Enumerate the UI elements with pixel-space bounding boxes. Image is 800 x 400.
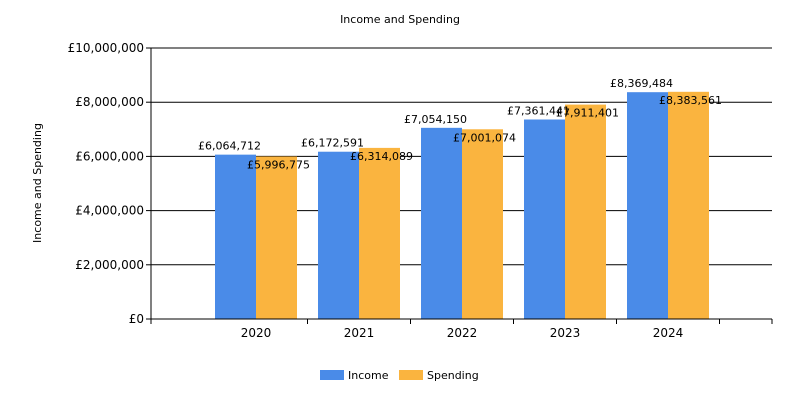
bar-spending-2022 (462, 129, 503, 319)
data-label: £6,064,712 (198, 140, 261, 153)
x-tick-label: 2023 (550, 326, 581, 340)
data-label: £6,314,089 (350, 150, 413, 163)
y-tick-label: £4,000,000 (75, 204, 144, 218)
x-tick-label: 2022 (447, 326, 478, 340)
x-tick-label: 2024 (653, 326, 684, 340)
x-tick-label: 2020 (241, 326, 272, 340)
legend-swatch-spending (399, 370, 423, 380)
data-label: £7,911,401 (556, 107, 619, 120)
bar-income-2024 (627, 92, 668, 319)
bar-spending-2021 (359, 147, 400, 319)
y-tick-label: £2,000,000 (75, 258, 144, 272)
data-label: £8,369,484 (610, 77, 673, 90)
bar-income-2023 (524, 119, 565, 320)
data-label: £7,361,441 (507, 105, 570, 118)
legend-label-spending: Spending (427, 369, 479, 382)
y-tick-label: £8,000,000 (75, 95, 144, 109)
x-tick-label: 2021 (344, 326, 375, 340)
bar-spending-2023 (565, 104, 606, 319)
legend: Income Spending (320, 369, 479, 382)
bar-spending-2024 (668, 91, 709, 319)
data-label: £7,054,150 (404, 113, 467, 126)
bar-income-2021 (318, 151, 359, 319)
y-axis-title: Income and Spending (31, 123, 44, 243)
y-tick-label: £6,000,000 (75, 149, 144, 163)
axes: £0 £2,000,000 £4,000,000 £6,000,000 £8,000,0… (68, 41, 773, 340)
data-label: £5,996,775 (247, 158, 310, 171)
bar-income-2022 (421, 127, 462, 319)
data-label: £8,383,561 (659, 94, 722, 107)
legend-swatch-income (320, 370, 344, 380)
data-labels: £6,064,712 £5,996,775 £6,172,591£6,314,089… (198, 77, 722, 171)
y-tick-label: £10,000,000 (68, 41, 144, 55)
bar-spending-2020 (256, 156, 297, 319)
chart-title: Income and Spending (340, 13, 460, 26)
y-tick-label: £0 (129, 312, 144, 326)
legend-label-income: Income (348, 369, 389, 382)
data-label: £7,001,074 (453, 131, 516, 144)
bars (215, 91, 709, 320)
bar-income-2020 (215, 154, 256, 319)
data-label: £6,172,591 (301, 137, 364, 150)
